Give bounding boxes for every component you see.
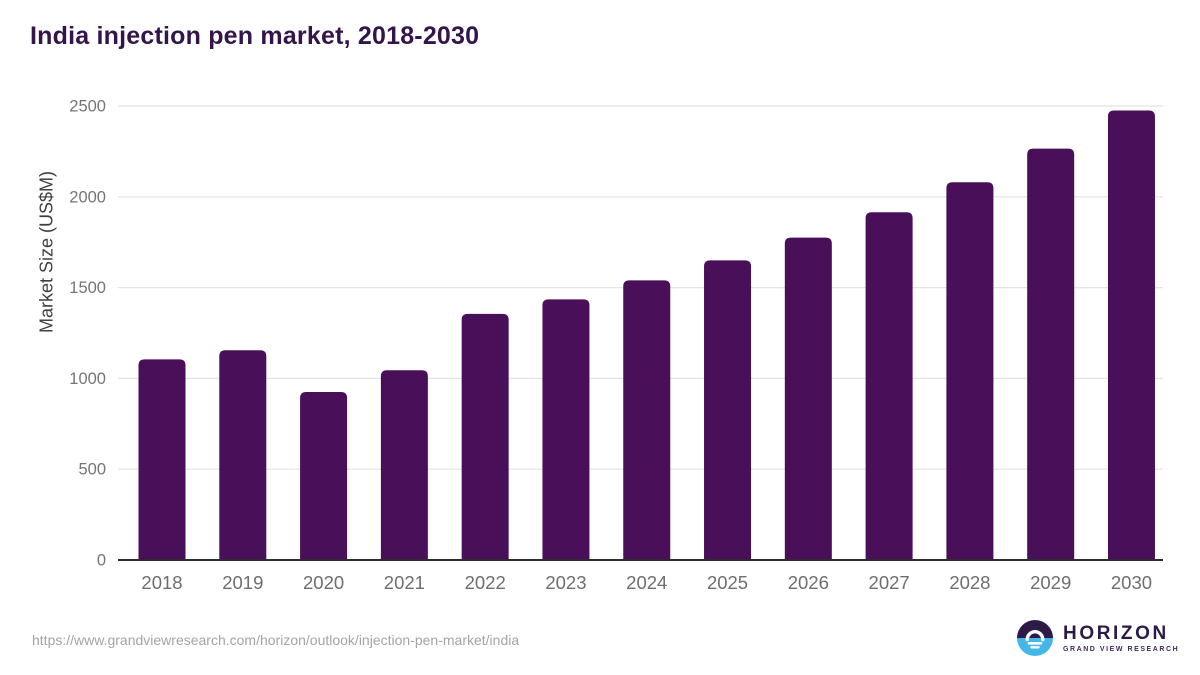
x-tick-label: 2023 — [545, 572, 586, 593]
y-tick-label: 2000 — [69, 188, 106, 206]
bar-2019 — [219, 350, 267, 560]
x-tick-label: 2021 — [384, 572, 425, 593]
bar-2018 — [138, 359, 186, 560]
bar-2025 — [704, 260, 752, 560]
x-tick-label: 2027 — [869, 572, 910, 593]
bar-2024 — [623, 280, 671, 560]
x-tick-label: 2020 — [303, 572, 344, 593]
x-tick-label: 2018 — [141, 572, 182, 593]
x-tick-label: 2022 — [465, 572, 506, 593]
bar-2021 — [380, 370, 428, 560]
y-tick-label: 2500 — [69, 98, 106, 116]
horizon-sun-icon — [1017, 620, 1053, 656]
x-tick-label: 2025 — [707, 572, 748, 593]
source-url: https://www.grandviewresearch.com/horizo… — [32, 632, 520, 648]
bar-2022 — [461, 313, 509, 560]
x-tick-label: 2030 — [1111, 572, 1152, 593]
y-tick-label: 500 — [78, 461, 106, 479]
x-tick-label: 2019 — [222, 572, 263, 593]
x-tick-label: 2024 — [626, 572, 667, 593]
x-tick-label: 2029 — [1030, 572, 1071, 593]
logo-brand: HORIZON — [1063, 622, 1169, 644]
bar-2028 — [946, 182, 994, 560]
bar-2029 — [1027, 148, 1075, 560]
y-tick-label: 1000 — [69, 370, 106, 388]
x-tick-label: 2028 — [949, 572, 990, 593]
y-tick-label: 1500 — [69, 279, 106, 297]
brand-logo: HORIZON GRAND VIEW RESEARCH — [1016, 619, 1179, 657]
logo-text: HORIZON GRAND VIEW RESEARCH — [1063, 624, 1179, 653]
bar-2023 — [542, 299, 590, 560]
bar-2027 — [865, 212, 913, 560]
y-tick-label: 0 — [97, 552, 106, 570]
chart-title: India injection pen market, 2018-2030 — [30, 22, 480, 50]
bar-2030 — [1107, 110, 1155, 560]
bar-2020 — [300, 392, 348, 560]
bar-2026 — [784, 237, 832, 560]
x-tick-label: 2026 — [788, 572, 829, 593]
logo-subtitle: GRAND VIEW RESEARCH — [1063, 645, 1180, 653]
